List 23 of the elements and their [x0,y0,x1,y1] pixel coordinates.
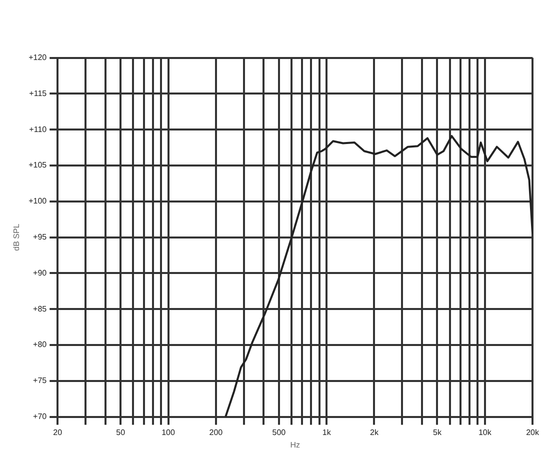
y-tick-label: +75 [33,376,48,386]
x-tick-label: 200 [209,428,224,437]
x-tick-label: 10k [478,428,492,437]
y-tick-label: +95 [33,232,48,242]
y-tick-label: +80 [33,340,48,350]
x-tick-label: 5k [433,428,442,437]
x-tick-label: 20 [53,428,63,437]
x-tick-label: 2k [370,428,380,437]
x-tick-label: 50 [116,428,126,437]
y-tick-label: +100 [28,196,48,206]
x-tick-label: 1k [322,428,332,437]
y-tick-label: +120 [28,53,48,62]
y-tick-label: +105 [28,160,48,170]
y-tick-label: +110 [29,124,48,134]
y-tick-label: +90 [33,268,48,278]
x-tick-label: 100 [162,428,176,437]
y-tick-label: +85 [33,304,48,314]
x-axis-title: Hz [290,440,300,450]
y-tick-label: +115 [29,88,48,98]
y-tick-label: +70 [33,412,48,422]
y-axis-title: dB SPL [12,223,22,251]
x-tick-label: 20k [526,428,540,437]
x-tick-label: 500 [272,428,286,437]
